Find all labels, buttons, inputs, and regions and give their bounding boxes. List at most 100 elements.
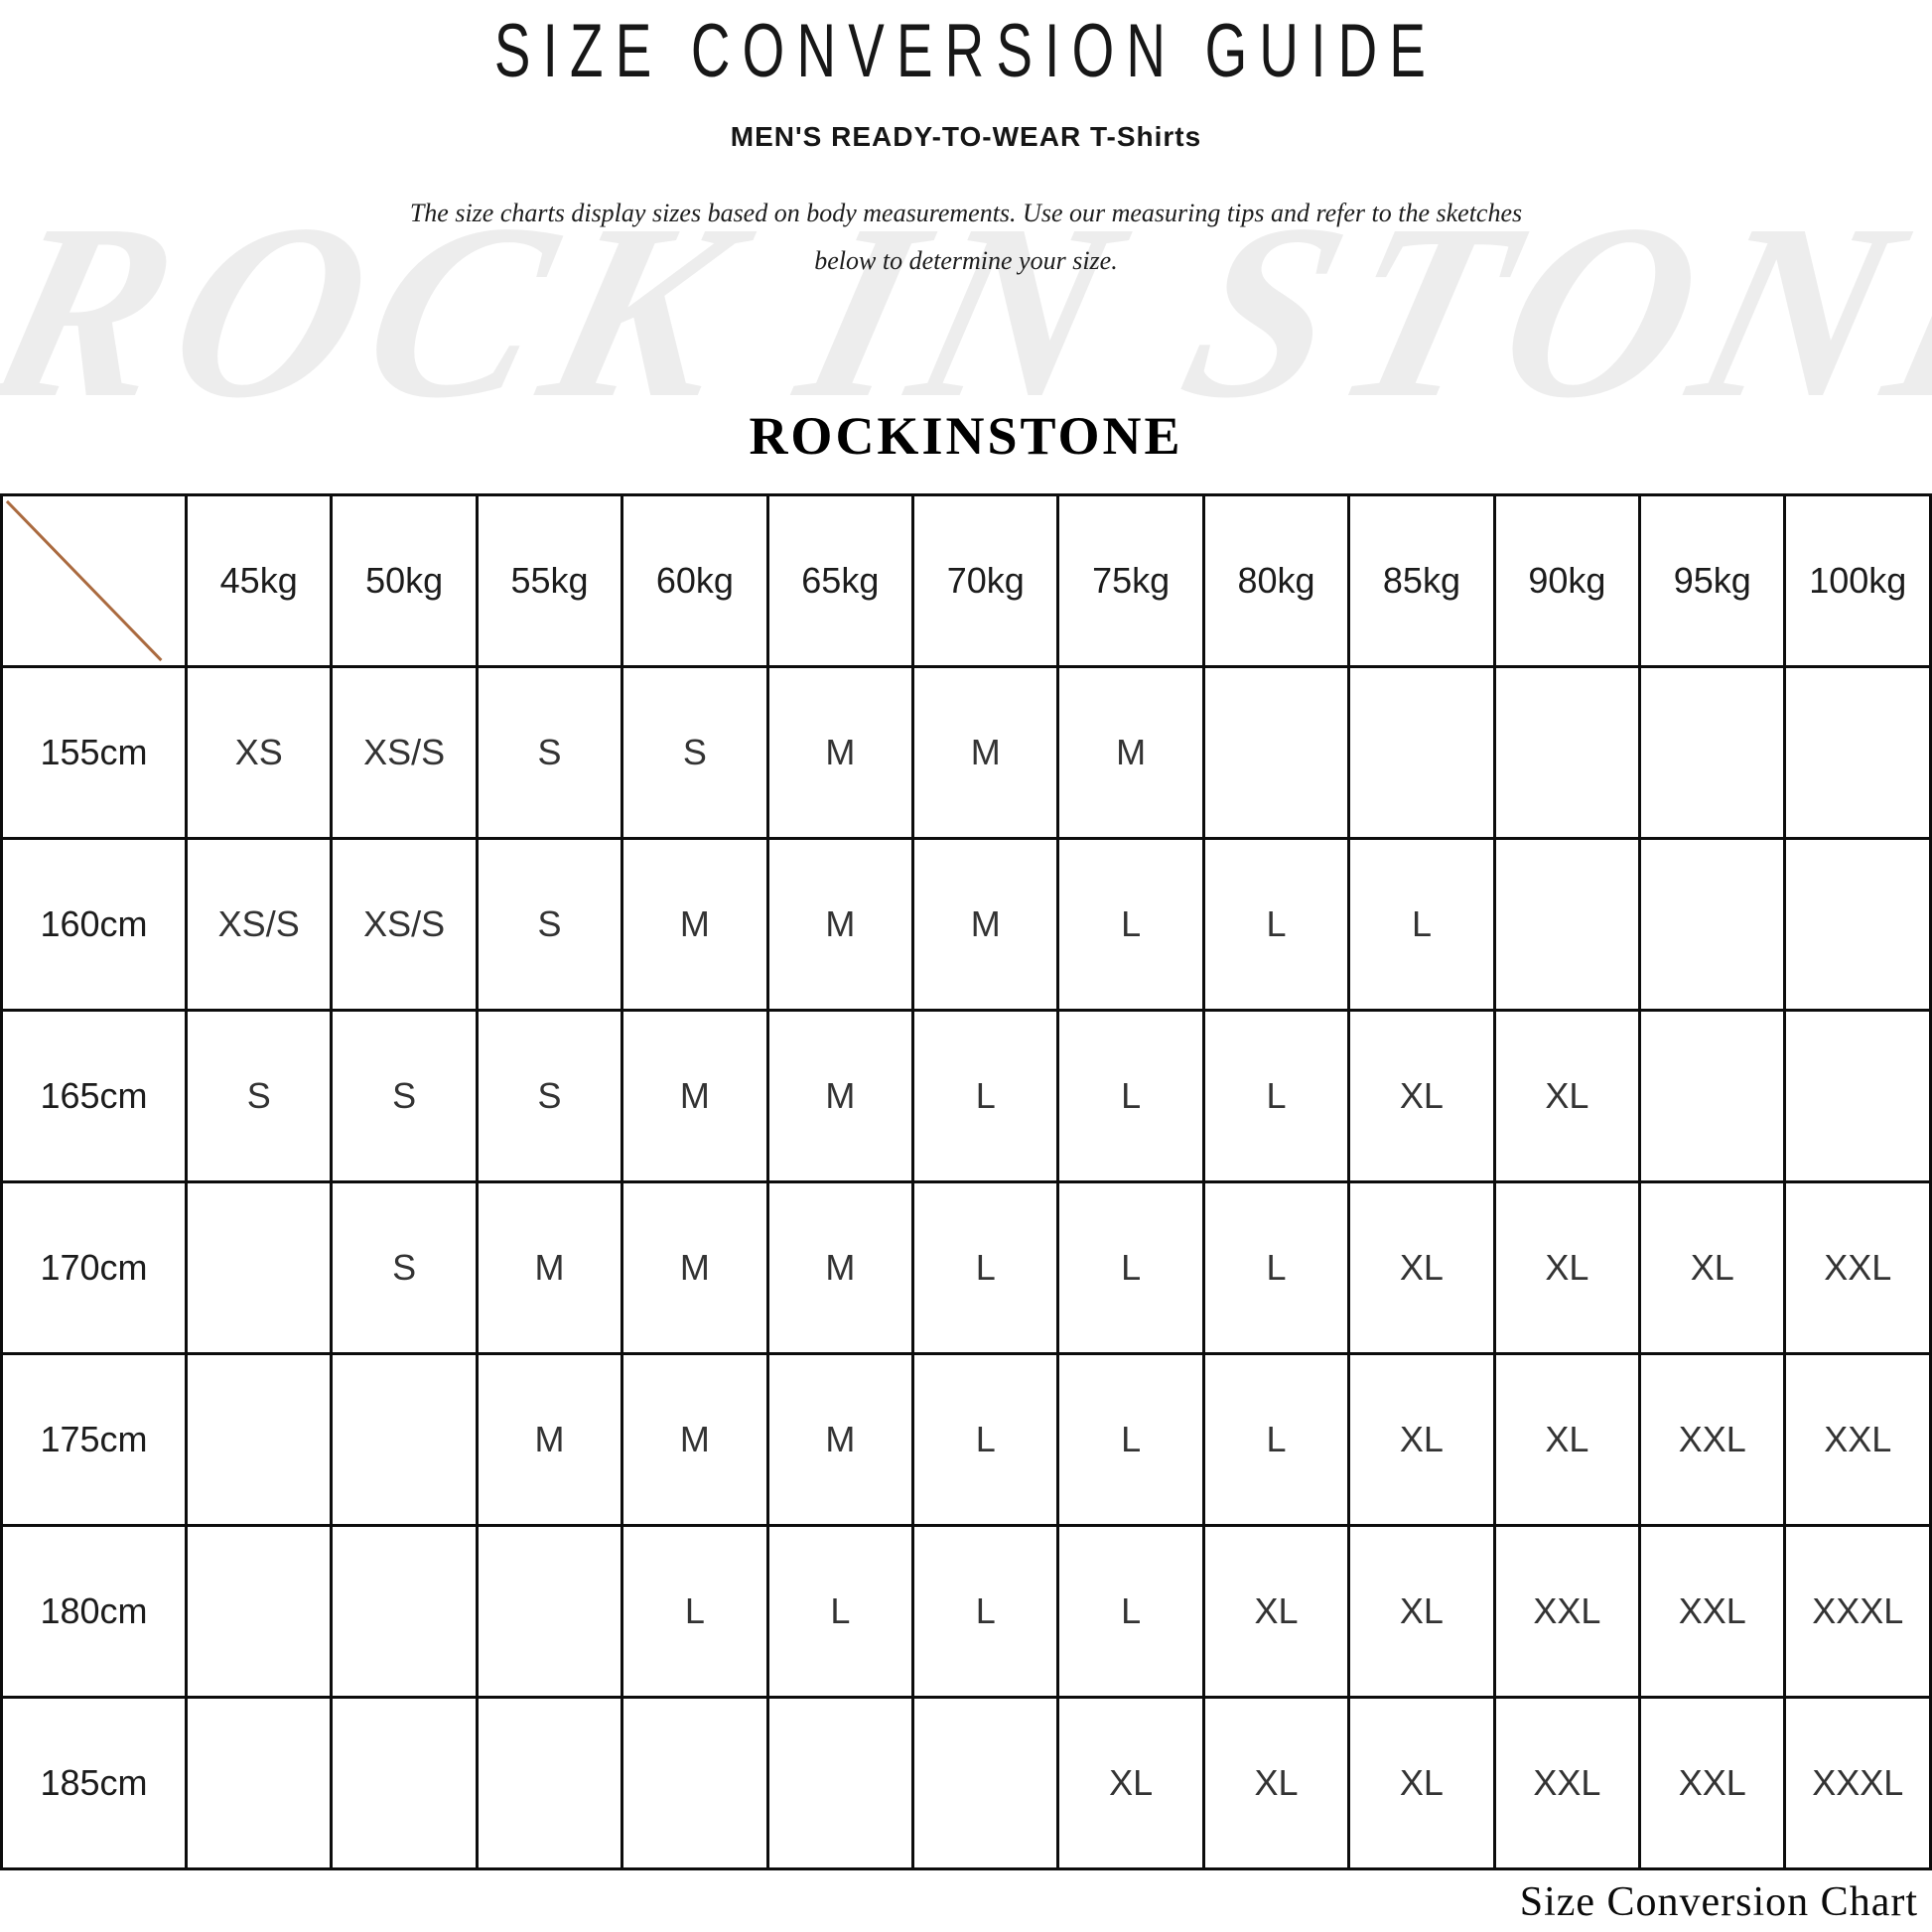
empty-cell [184,1696,334,1870]
height-label: 185cm [0,1696,188,1870]
weight-header: 75kg [1056,493,1205,668]
empty-cell [184,1524,334,1699]
size-cell: L [1201,837,1351,1012]
size-cell: M [475,1352,624,1527]
size-cell: S [330,1009,479,1183]
size-cell: M [765,837,915,1012]
empty-cell [911,1696,1060,1870]
size-cell: XL [1201,1524,1351,1699]
size-cell: M [765,1352,915,1527]
empty-cell [184,1352,334,1527]
height-label: 180cm [0,1524,188,1699]
empty-cell [765,1696,915,1870]
size-cell: L [621,1524,769,1699]
size-cell: L [1056,1352,1205,1527]
size-cell: XL [1347,1180,1496,1355]
size-cell: L [1347,837,1496,1012]
size-cell: XL [1347,1696,1496,1870]
size-cell: XXL [1638,1352,1787,1527]
size-cell: XL [1201,1696,1351,1870]
size-cell: XL [1347,1352,1496,1527]
empty-cell [1783,665,1932,840]
empty-cell [1638,665,1787,840]
size-cell: XXL [1783,1180,1932,1355]
size-cell: S [475,1009,624,1183]
diagonal-line-icon [3,496,185,665]
height-label: 155cm [0,665,188,840]
size-cell: S [621,665,769,840]
size-cell: XS/S [184,837,334,1012]
size-cell: XXXL [1783,1696,1932,1870]
size-cell: L [765,1524,915,1699]
corner-cell [0,493,188,668]
size-cell: L [1056,1524,1205,1699]
size-cell: XS [184,665,334,840]
size-cell: XL [1638,1180,1787,1355]
weight-header: 60kg [621,493,769,668]
size-cell: M [765,1009,915,1183]
size-cell: M [621,837,769,1012]
empty-cell [621,1696,769,1870]
empty-cell [330,1696,479,1870]
size-cell: M [621,1180,769,1355]
empty-cell [330,1524,479,1699]
size-cell: S [330,1180,479,1355]
height-label: 160cm [0,837,188,1012]
size-cell: M [621,1352,769,1527]
page-title: SIZE CONVERSION GUIDE [493,9,1439,93]
size-cell: L [1201,1180,1351,1355]
size-cell: XL [1347,1009,1496,1183]
size-cell: S [475,665,624,840]
empty-cell [1783,1009,1932,1183]
weight-header: 70kg [911,493,1060,668]
weight-header: 90kg [1492,493,1642,668]
empty-cell [1347,665,1496,840]
size-cell: M [911,837,1060,1012]
size-cell: XXL [1638,1524,1787,1699]
size-cell: S [184,1009,334,1183]
empty-cell [1492,665,1642,840]
weight-header: 45kg [184,493,334,668]
size-cell: XXL [1492,1696,1642,1870]
size-cell: XXXL [1783,1524,1932,1699]
table-row: 175cm M M M L L L XL XL XXL XXL [0,1352,1932,1527]
table-row: 155cm XS XS/S S S M M M [0,665,1932,840]
size-cell: XL [1347,1524,1496,1699]
weight-header: 55kg [475,493,624,668]
description-line-1: The size charts display sizes based on b… [409,199,1523,227]
table-row: 170cm S M M M L L L XL XL XL XXL [0,1180,1932,1355]
size-cell: XS/S [330,665,479,840]
empty-cell [1638,1009,1787,1183]
table-row: 180cm L L L L XL XL XXL XXL XXXL [0,1524,1932,1699]
empty-cell [1492,837,1642,1012]
brand-name: ROCKINSTONE [749,406,1183,466]
weight-header: 100kg [1783,493,1932,668]
page-subtitle: MEN'S READY-TO-WEAR T-Shirts [730,121,1202,152]
size-cell: L [1201,1352,1351,1527]
size-cell: L [911,1009,1060,1183]
weight-header: 50kg [330,493,479,668]
weight-header: 85kg [1347,493,1496,668]
size-cell: L [1056,1180,1205,1355]
size-cell: XL [1492,1180,1642,1355]
size-cell: XL [1056,1696,1205,1870]
size-cell: L [911,1180,1060,1355]
size-cell: L [1201,1009,1351,1183]
size-cell: M [475,1180,624,1355]
size-cell: L [911,1524,1060,1699]
height-label: 175cm [0,1352,188,1527]
empty-cell [475,1696,624,1870]
table-row: 185cm XL XL XL XXL XXL XXXL [0,1696,1932,1870]
size-cell: L [911,1352,1060,1527]
empty-cell [1201,665,1351,840]
size-cell: XL [1492,1009,1642,1183]
chart-caption: Size Conversion Chart [1519,1879,1918,1925]
size-conversion-table: 45kg 50kg 55kg 60kg 65kg 70kg 75kg 80kg 85kg 90kg… [0,493,1932,1870]
size-cell: XL [1492,1352,1642,1527]
empty-cell [1638,837,1787,1012]
size-cell: XXL [1783,1352,1932,1527]
size-cell: M [765,665,915,840]
description-line-2: below to determine your size. [814,246,1118,275]
empty-cell [1783,837,1932,1012]
